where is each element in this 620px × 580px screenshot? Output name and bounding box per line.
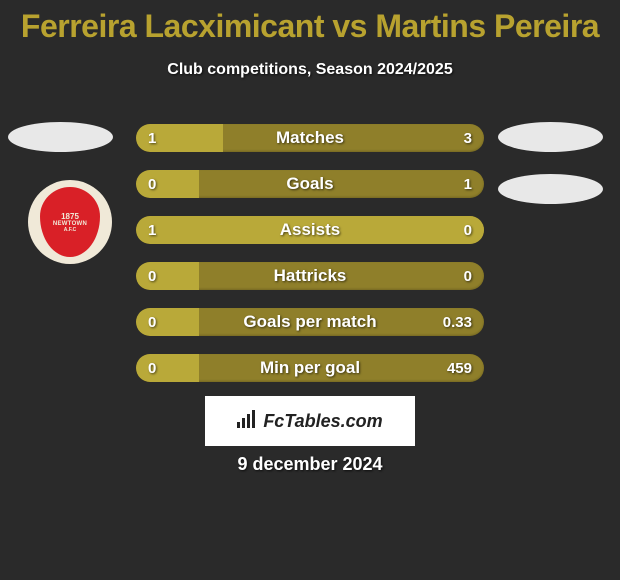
player-ellipse-left [8,122,113,152]
stat-bar: 1Assists0 [136,216,484,244]
stat-label: Goals per match [136,312,484,332]
stat-label: Min per goal [136,358,484,378]
stat-bar: 0Goals per match0.33 [136,308,484,336]
stat-label: Goals [136,174,484,194]
stat-right-value: 0.33 [443,314,472,331]
stat-right-value: 0 [464,268,472,285]
stat-right-value: 1 [464,176,472,193]
club-year: 1875 [61,212,79,221]
stat-right-value: 459 [447,360,472,377]
stat-bar: 0Goals1 [136,170,484,198]
stat-label: Assists [136,220,484,240]
page-title: Ferreira Lacximicant vs Martins Pereira [0,0,620,45]
stat-right-value: 0 [464,222,472,239]
stat-bar: 0Min per goal459 [136,354,484,382]
player-ellipse-right-1 [498,122,603,152]
stats-container: 1Matches30Goals11Assists00Hattricks00Goa… [136,124,484,400]
club-badge: 1875 NEWTOWN A.F.C [28,180,112,264]
stat-label: Matches [136,128,484,148]
page-subtitle: Club competitions, Season 2024/2025 [0,61,620,79]
brand-banner: FcTables.com [205,396,415,446]
stat-bar: 1Matches3 [136,124,484,152]
stat-right-value: 3 [464,130,472,147]
brand-chart-icon [237,410,257,433]
stat-label: Hattricks [136,266,484,286]
club-suffix: A.F.C [64,227,77,233]
club-shield: 1875 NEWTOWN A.F.C [40,187,100,257]
player-ellipse-right-2 [498,174,603,204]
stat-bar: 0Hattricks0 [136,262,484,290]
brand-text: FcTables.com [263,411,382,432]
date-text: 9 december 2024 [0,454,620,475]
